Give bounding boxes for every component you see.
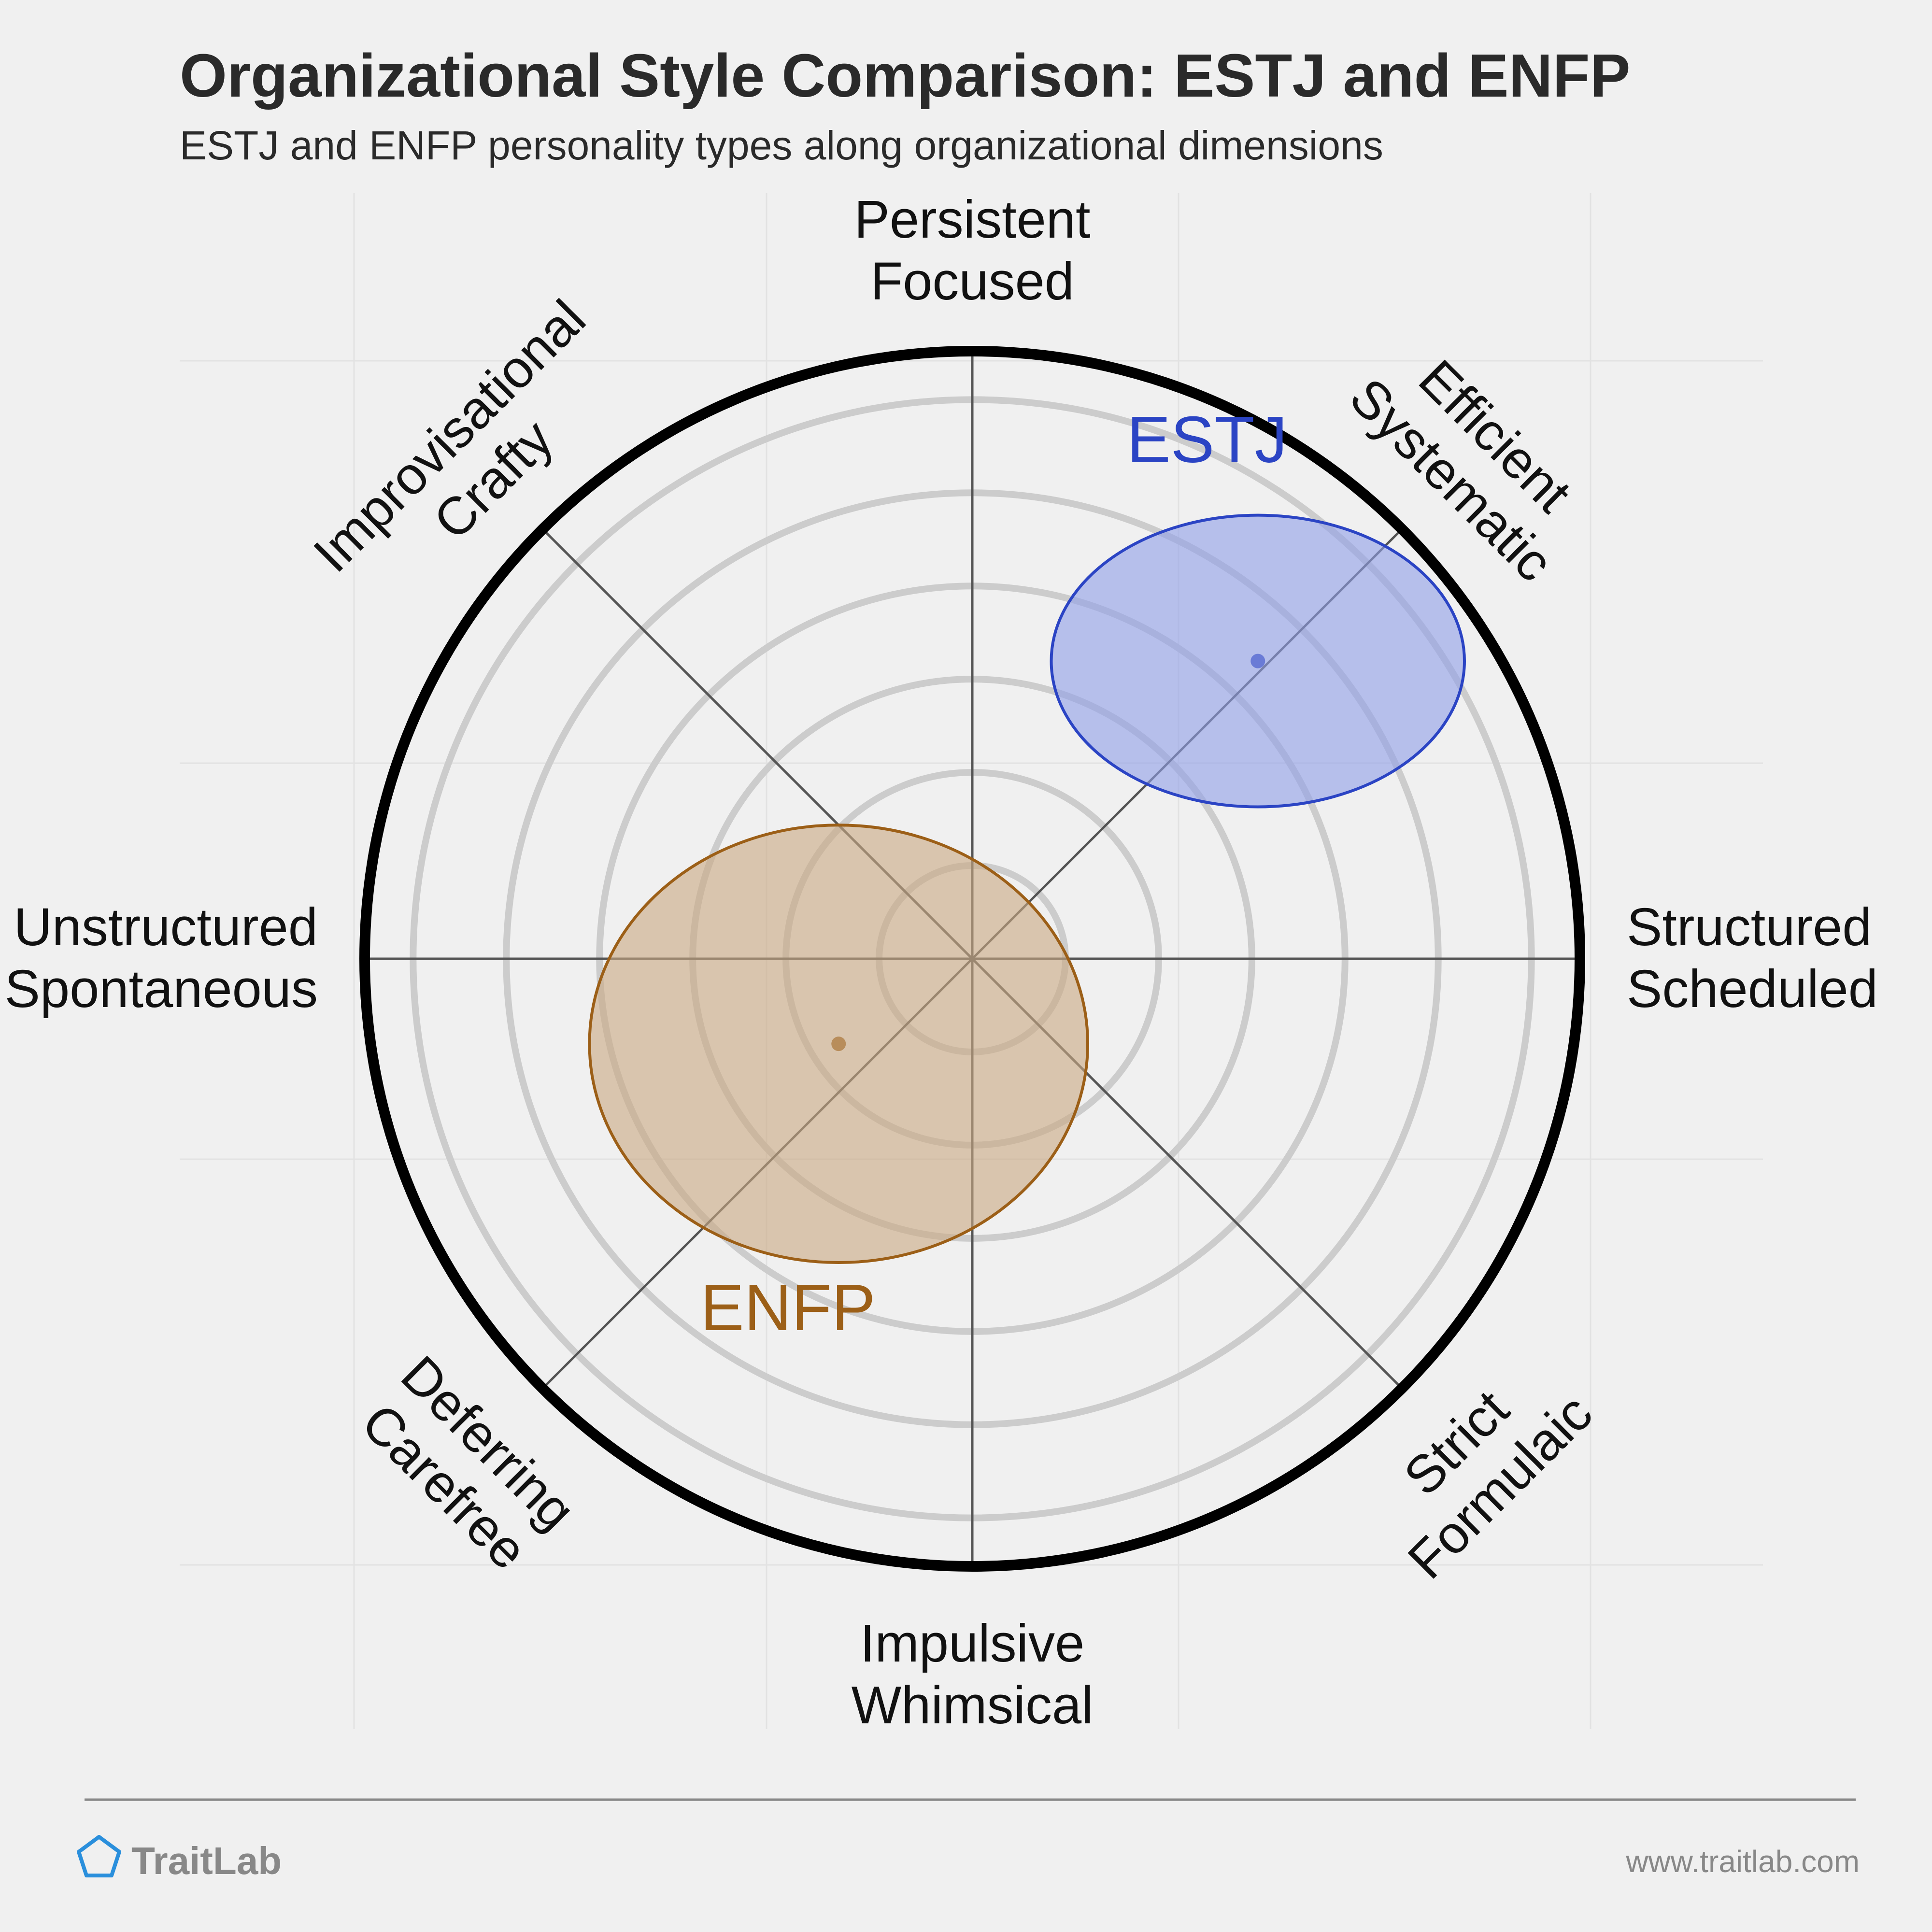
axis-label-line: Structured <box>1627 897 1872 957</box>
traitlab-logo-icon <box>77 1835 121 1877</box>
axis-label-line: Focused <box>870 252 1074 311</box>
axis-label-line: Persistent <box>854 190 1090 249</box>
axis-label-line: Whimsical <box>851 1676 1093 1735</box>
axis-label-line: Spontaneous <box>5 959 318 1019</box>
axis-labels: Persistent FocusedEfficientSystematicStru… <box>5 190 1878 1735</box>
axis-label-line: Unstructured <box>14 897 318 957</box>
axis-label-line: Impulsive <box>860 1614 1085 1673</box>
enfp-label: ENFP <box>700 1271 876 1344</box>
footer-url: www.traitlab.com <box>1625 1844 1860 1879</box>
chart-subtitle: ESTJ and ENFP personality types along or… <box>180 123 1383 168</box>
estj-label: ESTJ <box>1127 403 1288 476</box>
axis-label-6: Unstructured Spontaneous <box>5 897 318 1019</box>
estj-point <box>1250 653 1265 668</box>
brand-name: TraitLab <box>131 1839 282 1882</box>
enfp-point <box>831 1037 846 1051</box>
axis-label-2: Structured Scheduled <box>1627 897 1878 1019</box>
axis-label-4: Impulsive Whimsical <box>851 1614 1093 1735</box>
series-labels: ESTJ ENFP <box>700 403 1288 1344</box>
chart-title: Organizational Style Comparison: ESTJ an… <box>180 42 1631 110</box>
series-layer <box>588 513 1466 1264</box>
outer-ring <box>359 346 1585 1572</box>
axis-label-line: Scheduled <box>1627 959 1878 1019</box>
axis-label-0: Persistent Focused <box>854 190 1090 311</box>
